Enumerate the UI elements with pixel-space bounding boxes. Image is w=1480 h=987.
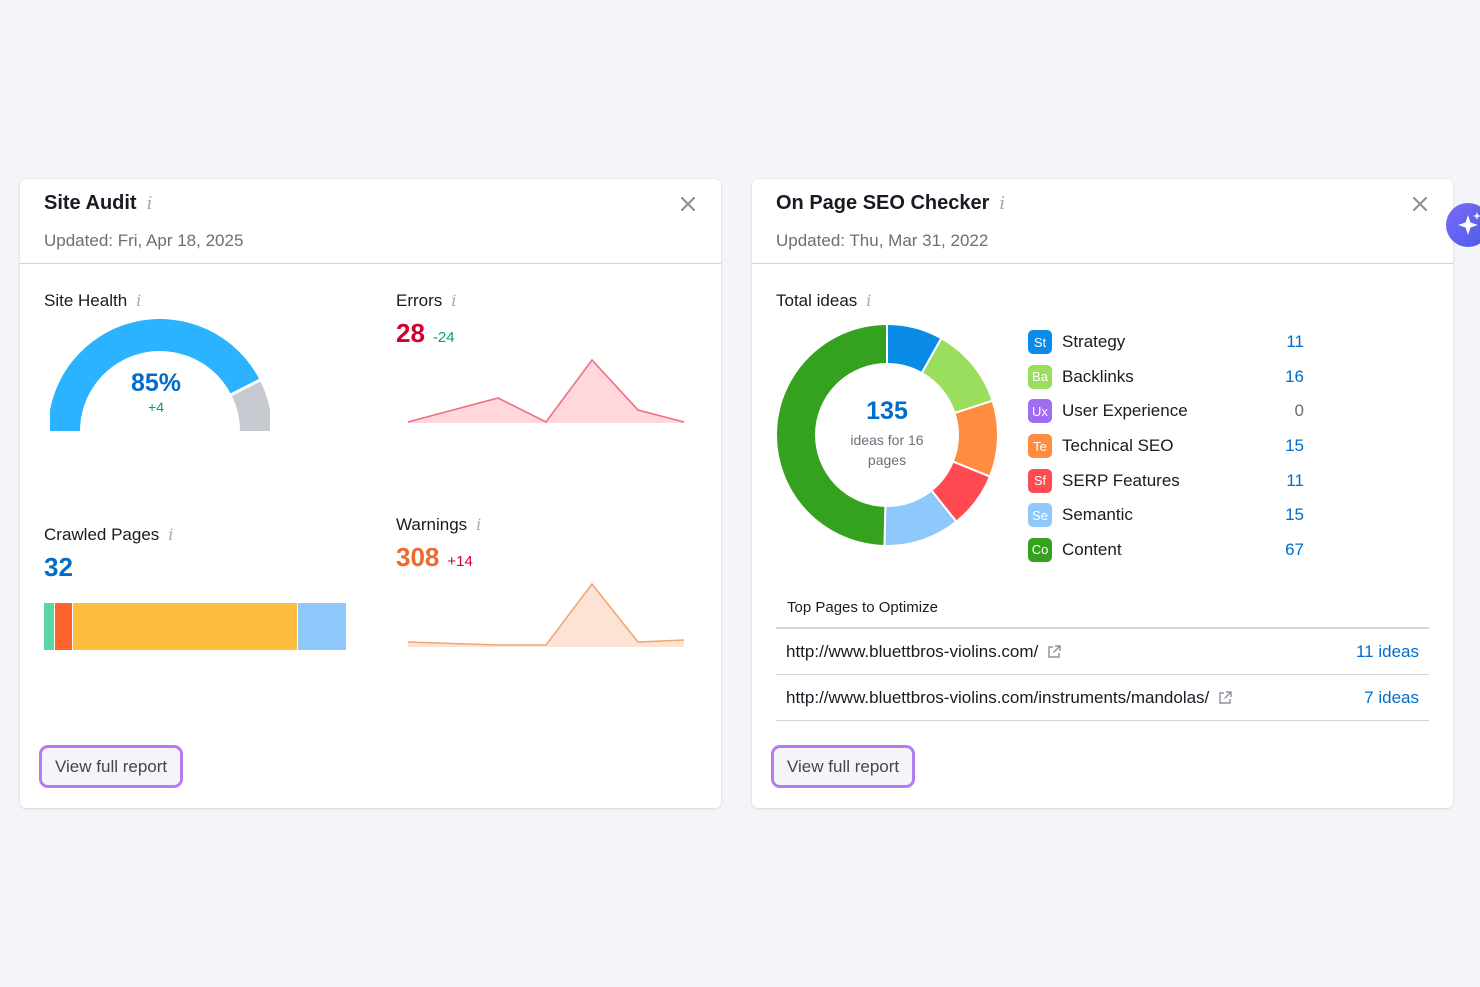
info-icon[interactable]: i xyxy=(999,193,1006,214)
site-audit-card: Site Audit i Updated: Fri, Apr 18, 2025 S… xyxy=(20,179,721,808)
donut-center: 135 ideas for 16 pages xyxy=(827,397,947,470)
warnings-sparkline xyxy=(407,582,685,647)
crawled-pages-bar xyxy=(44,603,346,650)
legend-item-semantic[interactable]: Se Semantic 15 xyxy=(1028,498,1304,533)
legend-count[interactable]: 15 xyxy=(1285,505,1304,525)
site-audit-title: Site Audit i xyxy=(44,192,153,214)
site-health-gauge xyxy=(50,319,270,432)
legend-label: Technical SEO xyxy=(1062,436,1174,456)
table-row: http://www.bluettbros-violins.com/11 ide… xyxy=(776,629,1429,675)
legend-badge: Ba xyxy=(1028,364,1052,389)
legend-badge: Te xyxy=(1028,434,1052,459)
legend-badge: Co xyxy=(1028,537,1052,562)
legend-label: User Experience xyxy=(1062,401,1188,421)
legend-badge: Se xyxy=(1028,503,1052,528)
site-health-delta: +4 xyxy=(148,399,164,415)
warnings-value: 308 +14 xyxy=(396,542,473,572)
table-row: http://www.bluettbros-violins.com/instru… xyxy=(776,675,1429,721)
legend-item-serp-features[interactable]: Sf SERP Features 11 xyxy=(1028,463,1304,498)
gauge-remaining-arc xyxy=(231,380,270,432)
warnings-sparkline-line xyxy=(407,582,685,646)
close-icon[interactable] xyxy=(677,193,699,215)
legend-label: Backlinks xyxy=(1062,366,1134,386)
total-ideas-donut xyxy=(776,324,998,546)
legend-label: SERP Features xyxy=(1062,470,1180,490)
errors-label: Errors i xyxy=(396,291,457,310)
crawled-pages-label: Crawled Pages i xyxy=(44,525,174,544)
seo-checker-view-report-button[interactable]: View full report xyxy=(771,745,916,788)
site-health-label: Site Health i xyxy=(44,291,142,310)
total-ideas-caption: ideas for 16 pages xyxy=(850,432,924,468)
site-audit-view-report-button[interactable]: View full report xyxy=(39,745,184,788)
gauge-separator xyxy=(229,378,262,397)
legend-badge: Sf xyxy=(1028,468,1052,493)
sparkle-icon xyxy=(1458,212,1480,235)
seo-checker-header: On Page SEO Checker i Updated: Thu, Mar 3… xyxy=(752,179,1453,264)
seo-checker-card: On Page SEO Checker i Updated: Thu, Mar 3… xyxy=(752,179,1453,808)
legend-badge: St xyxy=(1028,330,1052,355)
warnings-label: Warnings i xyxy=(396,515,482,534)
errors-value: 28 -24 xyxy=(396,318,455,348)
close-icon[interactable] xyxy=(1409,193,1431,215)
legend-label: Strategy xyxy=(1062,332,1126,352)
info-icon[interactable]: i xyxy=(136,291,142,310)
crawled-pages-segment[interactable] xyxy=(44,603,54,650)
legend-count[interactable]: 11 xyxy=(1286,332,1304,352)
top-pages-table: http://www.bluettbros-violins.com/11 ide… xyxy=(776,627,1429,721)
legend-label: Semantic xyxy=(1062,505,1133,525)
site-audit-updated: Updated: Fri, Apr 18, 2025 xyxy=(44,231,244,250)
info-icon[interactable]: i xyxy=(476,515,482,534)
legend-count: 0 xyxy=(1294,401,1304,421)
errors-delta: -24 xyxy=(432,329,455,346)
page-ideas-link[interactable]: 7 ideas xyxy=(1364,687,1419,707)
ideas-legend: St Strategy 11 Ba Backlinks 16 Ux User Experien… xyxy=(1028,325,1304,567)
page-ideas-link[interactable]: 11 ideas xyxy=(1355,641,1419,661)
info-icon[interactable]: i xyxy=(451,291,457,310)
crawled-pages-value: 32 xyxy=(44,552,73,582)
total-ideas-value: 135 xyxy=(866,397,908,425)
external-link-icon[interactable] xyxy=(1046,644,1062,660)
site-health-readout: 85% +4 xyxy=(106,369,206,415)
info-icon[interactable]: i xyxy=(866,291,872,310)
warnings-delta: +14 xyxy=(447,553,473,570)
crawled-pages-segment[interactable] xyxy=(297,603,346,650)
errors-sparkline xyxy=(407,358,685,424)
legend-item-content[interactable]: Co Content 67 xyxy=(1028,533,1304,568)
site-audit-header: Site Audit i Updated: Fri, Apr 18, 2025 xyxy=(20,179,721,264)
seo-checker-title: On Page SEO Checker i xyxy=(776,192,1006,214)
errors-sparkline-area xyxy=(408,360,684,423)
legend-label: Content xyxy=(1062,539,1122,559)
page-url[interactable]: http://www.bluettbros-violins.com/instru… xyxy=(786,688,1364,708)
info-icon[interactable]: i xyxy=(168,525,174,544)
top-pages-title: Top Pages to Optimize xyxy=(787,599,938,616)
donut-slice-content[interactable] xyxy=(776,324,888,546)
ai-assistant-button[interactable] xyxy=(1446,203,1480,247)
total-ideas-label: Total ideas i xyxy=(776,291,872,310)
legend-item-strategy[interactable]: St Strategy 11 xyxy=(1028,325,1304,360)
page-url[interactable]: http://www.bluettbros-violins.com/ xyxy=(786,642,1356,662)
legend-item-technical-seo[interactable]: Te Technical SEO 15 xyxy=(1028,429,1304,464)
warnings-sparkline-area xyxy=(408,584,684,647)
legend-count[interactable]: 15 xyxy=(1285,436,1304,456)
site-health-value: 85% xyxy=(130,369,182,397)
legend-badge: Ux xyxy=(1028,399,1052,424)
seo-checker-updated: Updated: Thu, Mar 31, 2022 xyxy=(776,231,989,250)
info-icon[interactable]: i xyxy=(146,193,153,214)
errors-sparkline-line xyxy=(407,358,685,424)
legend-count[interactable]: 11 xyxy=(1286,470,1304,490)
legend-item-backlinks[interactable]: Ba Backlinks 16 xyxy=(1028,360,1304,395)
external-link-icon[interactable] xyxy=(1217,690,1233,706)
crawled-pages-segment[interactable] xyxy=(53,603,72,650)
crawled-pages-segment[interactable] xyxy=(71,603,298,650)
gauge-health-arc xyxy=(50,319,260,432)
legend-count[interactable]: 67 xyxy=(1285,539,1304,559)
legend-count[interactable]: 16 xyxy=(1285,366,1304,386)
legend-item-user-experience[interactable]: Ux User Experience 0 xyxy=(1028,394,1304,429)
